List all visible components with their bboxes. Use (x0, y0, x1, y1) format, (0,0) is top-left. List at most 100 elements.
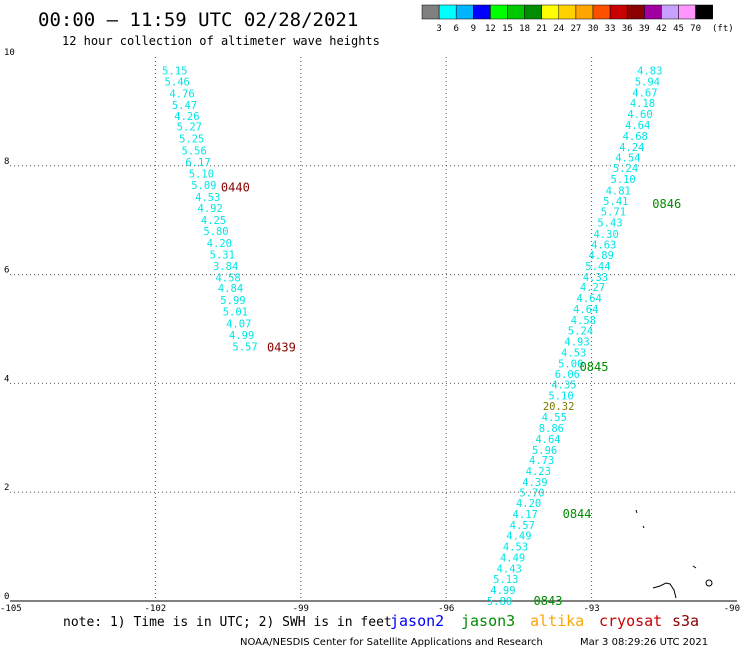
legend-tick-label: 21 (536, 24, 547, 34)
wave-height-label: 4.93 (564, 337, 589, 349)
legend-swatch (473, 4, 491, 20)
wave-height-label: 5.10 (548, 390, 573, 402)
wave-height-label: 4.58 (215, 272, 240, 284)
wave-height-label: 5.13 (493, 574, 518, 586)
legend-unit: (ft) (712, 24, 734, 34)
wave-height-label: 4.07 (226, 319, 251, 331)
x-axis-ticks: -105 -102 -99 -96 -93 -90 (0, 604, 740, 614)
wave-height-label: 4.63 (591, 240, 616, 252)
wave-height-label: 5.00 (558, 358, 583, 370)
legend-tick-label: 39 (639, 24, 650, 34)
wave-height-label: 4.53 (503, 542, 528, 554)
pass-time-label: 0846 (652, 197, 681, 211)
legend-swatch (678, 4, 696, 20)
wave-height-label: 4.39 (522, 477, 547, 489)
wave-height-label: 4.67 (632, 87, 657, 99)
wave-height-label: 6.17 (185, 157, 210, 169)
satellite-legend: jason2 jason3 altika cryosat s3a (390, 612, 699, 630)
wave-height-label: 4.64 (577, 293, 602, 305)
wave-height-label: 4.23 (526, 466, 551, 478)
wave-height-label: 5.46 (165, 76, 190, 88)
x-tick-label: -102 (145, 604, 167, 614)
wave-height-label: 4.60 (627, 109, 652, 121)
wave-height-label: 4.99 (490, 585, 515, 597)
x-tick-label: -93 (583, 604, 599, 614)
y-tick-label: 10 (4, 48, 15, 58)
wave-height-label: 4.76 (169, 88, 194, 100)
wave-height-label: 5.71 (601, 206, 626, 218)
legend-tick-label: 18 (519, 24, 530, 34)
pass-time-label: 0843 (534, 594, 563, 608)
wave-height-label: 5.94 (635, 76, 660, 88)
wave-height-label: 4.27 (580, 282, 605, 294)
wave-height-label: 4.81 (606, 185, 631, 197)
island-mark (635, 509, 638, 514)
y-tick-label: 6 (4, 266, 9, 276)
legend-tick-label: 6 (453, 24, 458, 34)
wave-height-label: 4.17 (513, 509, 538, 521)
wave-height-label: 4.53 (195, 192, 220, 204)
wave-height-label: 5.41 (603, 196, 628, 208)
wave-height-label: 5.24 (568, 326, 593, 338)
legend-tick-label: 27 (570, 24, 581, 34)
legend-swatch (455, 4, 474, 20)
wave-height-label: 4.20 (207, 238, 232, 250)
wave-height-label: 4.84 (218, 283, 243, 295)
y-tick-label: 4 (4, 374, 9, 384)
wave-height-label: 4.92 (198, 203, 223, 215)
wave-height-label: 5.47 (172, 100, 197, 112)
y-tick-label: 8 (4, 157, 9, 167)
satellite-jason3: jason3 (461, 612, 515, 630)
credit-line: NOAA/NESDIS Center for Satellite Applica… (240, 637, 543, 648)
x-tick-label: -105 (0, 604, 22, 614)
color-legend: 3 6 9 12 15 18 21 24 27 30 33 36 39 42 45 70 (421, 4, 713, 34)
legend-tick-label: 36 (622, 24, 633, 34)
wave-height-label: 4.54 (615, 153, 640, 165)
island-mark (705, 579, 713, 587)
wave-height-label: 5.44 (585, 261, 610, 273)
y-tick-label: 0 (4, 592, 9, 602)
pass-time-labels: 0440 0439 0846 0845 0844 0843 (221, 181, 681, 608)
wave-height-label: 4.68 (623, 131, 648, 143)
legend-tick-label: 24 (553, 24, 564, 34)
wave-height-label: 5.01 (223, 307, 248, 319)
wave-height-label: 4.58 (571, 315, 596, 327)
coast-mark (652, 582, 677, 599)
legend-swatch (490, 4, 508, 20)
pass-time-label: 0844 (563, 507, 592, 521)
wave-height-label: 5.80 (487, 596, 512, 608)
legend-swatch (661, 4, 679, 20)
legend-swatch (609, 4, 628, 20)
legend-swatch (626, 4, 645, 20)
pass-time-label: 0845 (580, 360, 609, 374)
wave-height-label: 5.96 (532, 445, 557, 457)
wave-height-label: 4.57 (510, 520, 535, 532)
wave-height-label: 5.24 (613, 163, 638, 175)
wave-height-label: 5.27 (177, 122, 202, 134)
wave-height-label: 3.84 (213, 261, 238, 273)
wave-height-values: 5.155.464.765.474.265.275.255.566.175.10… (162, 66, 662, 608)
wave-height-label: 4.43 (497, 563, 522, 575)
legend-tick-label: 70 (690, 24, 701, 34)
wave-height-label: 20.32 (543, 401, 575, 413)
wave-height-label: 5.10 (610, 174, 635, 186)
satellite-jason2: jason2 (390, 612, 444, 630)
wave-height-label: 5.99 (220, 295, 245, 307)
plot-grid (10, 57, 737, 602)
wave-height-label: 5.80 (203, 226, 228, 238)
legend-swatch (524, 4, 542, 20)
legend-swatch (558, 4, 577, 20)
wave-height-label: 4.20 (516, 498, 541, 510)
pass-time-label: 0439 (267, 340, 296, 354)
wave-height-label: 5.09 (191, 180, 216, 192)
legend-tick-label: 3 (436, 24, 441, 34)
timestamp: Mar 3 08:29:26 UTC 2021 (580, 637, 708, 648)
island-mark (692, 565, 697, 569)
wave-height-label: 5.15 (162, 66, 187, 78)
wave-height-label: 4.26 (174, 111, 199, 123)
x-tick-label: -90 (724, 604, 740, 614)
legend-swatch (592, 4, 611, 20)
legend-tick-label: 9 (471, 24, 476, 34)
wave-height-label: 4.64 (625, 120, 650, 132)
